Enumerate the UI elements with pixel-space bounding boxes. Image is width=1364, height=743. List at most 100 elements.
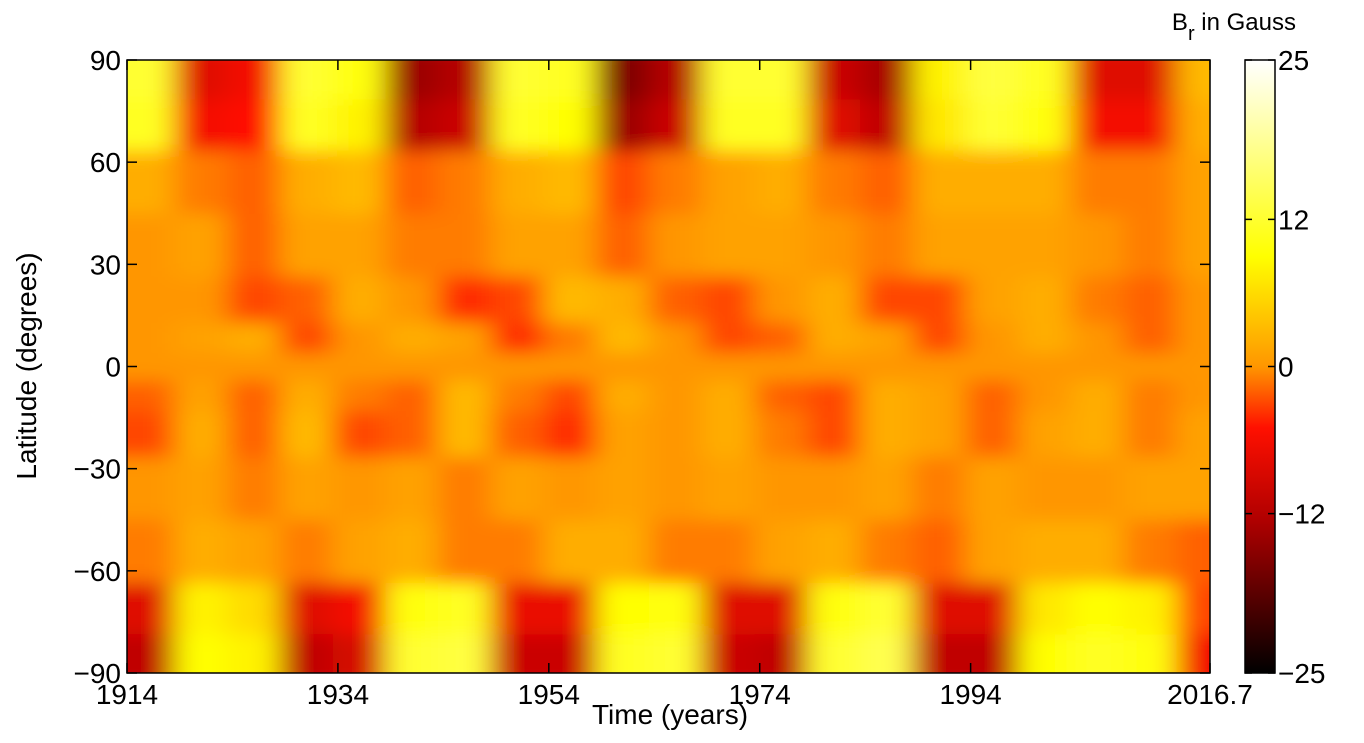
- heat-cell: [701, 352, 755, 381]
- heat-cell: [1176, 322, 1210, 354]
- y-tick-label: 30: [90, 249, 121, 280]
- heat-cell: [701, 99, 755, 151]
- colorbar-label-rest: in Gauss: [1195, 9, 1296, 36]
- heat-cell: [807, 410, 861, 458]
- heat-cell: [701, 456, 755, 521]
- heat-cell: [279, 582, 334, 635]
- heat-cell: [1018, 519, 1072, 584]
- heat-cell: [127, 322, 175, 354]
- heat-cell: [1018, 99, 1072, 151]
- heat-cell: [701, 582, 755, 635]
- heat-cell: [385, 322, 439, 354]
- heatmap: [127, 60, 1210, 673]
- heat-cell: [385, 150, 439, 214]
- heat-cell: [965, 99, 1019, 151]
- heat-cell: [543, 456, 597, 521]
- heat-cell: [1123, 633, 1177, 673]
- heat-cell: [227, 213, 281, 277]
- heat-cell: [279, 456, 334, 521]
- heat-cell: [1176, 380, 1210, 412]
- heat-cell: [1070, 582, 1125, 635]
- heat-cell: [490, 519, 545, 584]
- heat-cell: [332, 582, 386, 635]
- heat-cell: [490, 322, 545, 354]
- heat-cell: [438, 633, 492, 673]
- heat-cell: [754, 99, 808, 151]
- heat-cell: [596, 380, 650, 412]
- heat-cell: [490, 582, 545, 635]
- heat-cell: [648, 410, 703, 458]
- heat-cell: [174, 633, 228, 673]
- heat-cell: [701, 633, 755, 673]
- colorbar-tick-label: 0: [1278, 352, 1294, 383]
- heat-cell: [648, 322, 703, 354]
- heat-cell: [332, 456, 386, 521]
- x-tick-label: 1974: [729, 679, 791, 710]
- heat-cell: [385, 352, 439, 381]
- heat-cell: [596, 276, 650, 323]
- heat-cell: [912, 99, 966, 151]
- heat-cell: [385, 276, 439, 323]
- heat-cell: [1070, 150, 1125, 214]
- heat-cell: [438, 380, 492, 412]
- heat-cell: [174, 410, 228, 458]
- heat-cell: [543, 352, 597, 381]
- heat-cell: [438, 322, 492, 354]
- heat-cell: [754, 60, 808, 100]
- heat-cell: [596, 456, 650, 521]
- heat-cell: [1070, 410, 1125, 458]
- heat-cell: [965, 582, 1019, 635]
- heat-cell: [127, 99, 175, 151]
- heat-cell: [1176, 633, 1210, 673]
- heat-cell: [859, 456, 914, 521]
- colorbar-label: Br in Gauss: [1172, 9, 1296, 45]
- heat-cell: [543, 322, 597, 354]
- heat-cell: [543, 99, 597, 151]
- heat-cell: [596, 213, 650, 277]
- heat-cell: [754, 380, 808, 412]
- heat-cell: [1070, 213, 1125, 277]
- heat-cell: [1176, 456, 1210, 521]
- heat-cell: [648, 582, 703, 635]
- heat-cell: [1176, 99, 1210, 151]
- heat-cell: [859, 380, 914, 412]
- heat-cell: [912, 582, 966, 635]
- heat-cell: [127, 410, 175, 458]
- x-tick-label: 1994: [939, 679, 1001, 710]
- heat-cell: [596, 150, 650, 214]
- heat-cell: [1070, 519, 1125, 584]
- heat-cell: [1018, 352, 1072, 381]
- heat-cell: [807, 352, 861, 381]
- heat-cell: [912, 60, 966, 100]
- y-tick-label: −30: [74, 454, 122, 485]
- heat-cell: [385, 99, 439, 151]
- heat-cell: [596, 99, 650, 151]
- colorbar-tick-label: 12: [1278, 204, 1309, 235]
- heat-cell: [701, 410, 755, 458]
- heat-cell: [543, 60, 597, 100]
- heat-cell: [174, 322, 228, 354]
- heat-cell: [1123, 582, 1177, 635]
- colorbar-tick-label: −25: [1278, 658, 1326, 689]
- heat-cell: [174, 380, 228, 412]
- heat-cell: [1176, 150, 1210, 214]
- heat-cell: [174, 352, 228, 381]
- heat-cell: [1176, 519, 1210, 584]
- heat-cell: [754, 633, 808, 673]
- heat-cell: [543, 213, 597, 277]
- heat-cell: [648, 456, 703, 521]
- heat-cell: [859, 99, 914, 151]
- heat-cell: [1123, 352, 1177, 381]
- heat-cell: [859, 410, 914, 458]
- heat-cell: [912, 519, 966, 584]
- heat-cell: [596, 633, 650, 673]
- heat-cell: [912, 213, 966, 277]
- heat-cell: [279, 633, 334, 673]
- heat-cell: [859, 322, 914, 354]
- x-tick-label: 1934: [307, 679, 369, 710]
- heat-cell: [227, 150, 281, 214]
- heat-cell: [965, 380, 1019, 412]
- heat-cell: [279, 150, 334, 214]
- heat-cell: [859, 582, 914, 635]
